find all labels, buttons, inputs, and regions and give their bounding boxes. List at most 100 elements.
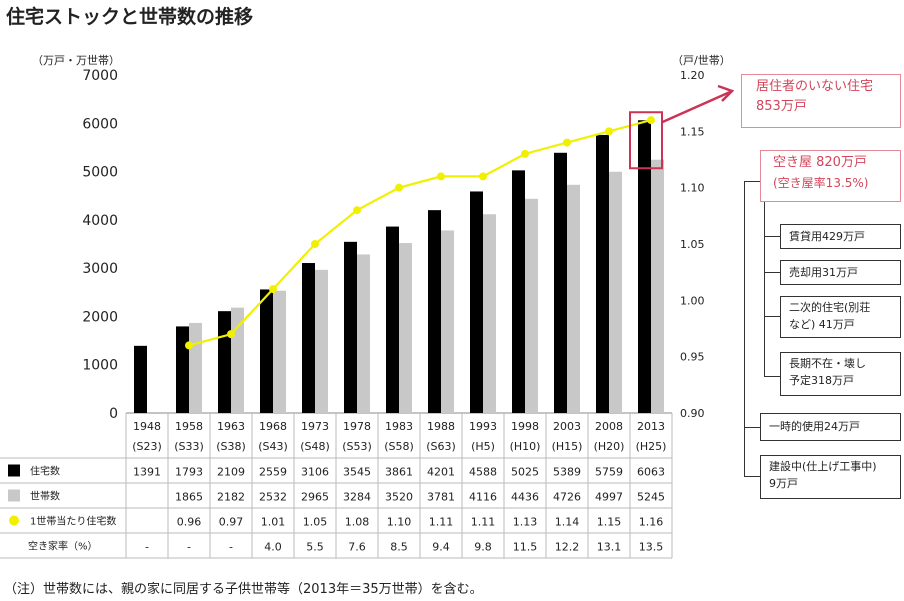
sale-label: 売却用31万戸 — [789, 266, 858, 279]
vacant-box: 空き屋 820万戸 (空き屋率13.5%) — [760, 150, 901, 202]
era-label: (S63) — [426, 440, 456, 453]
rent-label: 賃貸用429万戸 — [789, 230, 865, 243]
cell-value: 1.01 — [261, 516, 286, 529]
page-title: 住宅ストックと世帯数の推移 — [6, 6, 254, 28]
ratio-point — [647, 116, 655, 125]
bar-housing-stock — [344, 241, 357, 413]
right-tick-label: 1.10 — [680, 182, 705, 195]
legend-households-swatch — [8, 489, 20, 502]
right-tick-label: 1.00 — [680, 294, 705, 307]
right-tick-label: 1.05 — [680, 238, 705, 251]
era-label: (S43) — [258, 440, 288, 453]
cell-value: 0.96 — [177, 516, 202, 529]
era-label: (S23) — [132, 440, 162, 453]
ratio-point — [185, 341, 193, 350]
second-home-box: 二次的住宅(別荘 など) 41万戸 — [780, 296, 901, 338]
year-label: 1973 — [301, 420, 329, 433]
ratio-line — [188, 119, 652, 347]
left-tick-label: 7000 — [82, 68, 118, 84]
bar-housing-stock — [134, 345, 147, 413]
cell-value: 11.5 — [513, 541, 538, 554]
vacant-rate-label: (空き屋率13.5%) — [773, 176, 869, 190]
legend-ratio-swatch — [9, 515, 19, 526]
cell-value: 9.8 — [474, 541, 492, 554]
tree-branch — [744, 476, 760, 477]
cell-value: - — [229, 541, 233, 554]
bar-housing-stock — [638, 120, 651, 413]
right-tick-label: 1.15 — [680, 125, 705, 138]
row-label: 世帯数 — [30, 490, 60, 503]
bar-households — [525, 198, 538, 413]
bar-households — [189, 322, 202, 413]
cell-value: 1.11 — [429, 516, 454, 529]
ratio-point — [311, 240, 319, 248]
ratio-point — [269, 285, 277, 294]
year-label: 1963 — [217, 420, 245, 433]
bar-housing-stock — [428, 210, 441, 413]
year-label: 1978 — [343, 420, 371, 433]
cell-value: 1.08 — [345, 516, 370, 529]
cell-value: 13.1 — [597, 541, 622, 554]
right-axis-unit-label: （戸/世帯） — [672, 54, 731, 67]
cell-value: 3861 — [385, 466, 413, 479]
year-label: 1998 — [511, 420, 539, 433]
bar-housing-stock — [218, 311, 231, 413]
cell-value: 5245 — [637, 491, 665, 504]
cell-value: 3106 — [301, 466, 329, 479]
cell-value: 0.97 — [219, 516, 244, 529]
tree-trunk — [744, 181, 745, 476]
temporary-use-box: 一時的使用24万戸 — [760, 413, 901, 441]
year-label: 1958 — [175, 420, 203, 433]
left-tick-label: 1000 — [82, 358, 118, 374]
legend-housing-swatch — [8, 464, 20, 477]
bar-housing-stock — [512, 170, 525, 413]
ratio-point — [227, 330, 235, 339]
bar-housing-stock — [554, 152, 567, 414]
cell-value: 3781 — [427, 491, 455, 504]
bar-households — [357, 254, 370, 413]
cell-value: 1.14 — [555, 516, 580, 529]
cell-value: 12.2 — [555, 541, 580, 554]
bar-housing-stock — [596, 134, 609, 413]
cell-value: 1793 — [175, 466, 203, 479]
bar-housing-stock — [302, 263, 315, 413]
left-axis-unit-label: （万戸・万世帯） — [32, 54, 120, 67]
under-construction-label-1: 建設中(仕上げ工事中) — [769, 460, 877, 473]
ratio-point — [395, 183, 403, 192]
rent-box: 賃貸用429万戸 — [780, 224, 901, 249]
cell-value: 13.5 — [639, 541, 664, 554]
cell-value: 1.13 — [513, 516, 538, 529]
cell-value: 3284 — [343, 491, 371, 504]
bar-households — [609, 171, 622, 413]
year-label: 1988 — [427, 420, 455, 433]
bar-housing-stock — [386, 226, 399, 413]
left-tick-label: 0 — [109, 406, 118, 422]
year-label: 2003 — [553, 420, 581, 433]
long-absent-label-1: 長期不在・壊し — [789, 357, 866, 370]
cell-value: 5759 — [595, 466, 623, 479]
bar-households — [483, 214, 496, 413]
no-resident-label: 居住者のいない住宅 — [756, 79, 874, 94]
year-label: 1968 — [259, 420, 287, 433]
cell-value: 1.15 — [597, 516, 622, 529]
tree-branch — [764, 376, 780, 377]
cell-value: - — [187, 541, 191, 554]
callout-arrow-head — [717, 84, 735, 102]
cell-value: 2559 — [259, 466, 287, 479]
cell-value: 1.05 — [303, 516, 328, 529]
tree-branch — [764, 236, 780, 237]
left-tick-label: 3000 — [82, 261, 118, 277]
ratio-point — [479, 172, 487, 181]
left-tick-label: 5000 — [82, 165, 118, 181]
right-tick-label: 0.90 — [680, 407, 705, 420]
left-tick-label: 2000 — [82, 309, 118, 325]
ratio-point — [437, 172, 445, 181]
cell-value: 5.5 — [306, 541, 324, 554]
cell-value: 2109 — [217, 466, 245, 479]
era-label: (H20) — [594, 440, 625, 453]
cell-value: 6063 — [637, 466, 665, 479]
under-construction-label-2: 9万戸 — [769, 477, 798, 490]
cell-value: 5389 — [553, 466, 581, 479]
highlight-box — [629, 111, 663, 170]
